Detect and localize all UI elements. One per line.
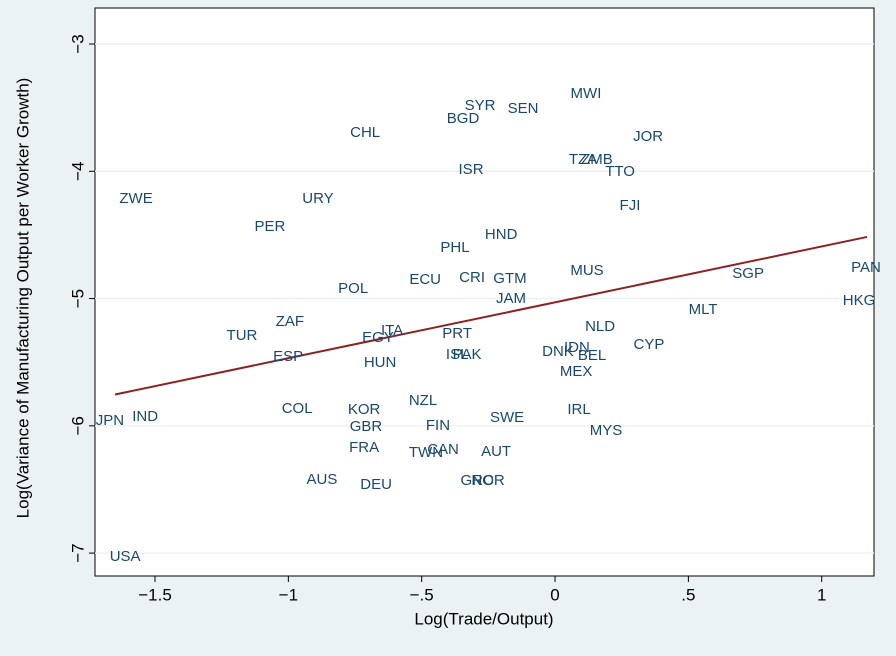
point-label: PAN (851, 259, 881, 276)
point-label: HUN (364, 354, 397, 371)
point-label: NZL (409, 392, 437, 409)
x-axis-title: Log(Trade/Output) (414, 609, 553, 628)
point-label: JPN (96, 412, 124, 429)
point-label: HKG (843, 292, 876, 309)
point-label: SYR (465, 97, 496, 114)
point-label: MYS (590, 422, 623, 439)
point-label: ISL (446, 346, 469, 363)
point-label: CRI (459, 269, 485, 286)
point-label: ZMB (581, 151, 613, 168)
point-label: FIN (426, 417, 450, 434)
point-label: ISR (459, 161, 484, 178)
point-label: MLT (689, 301, 718, 318)
y-tick-label: −5 (68, 289, 87, 308)
x-tick-label: −.5 (410, 585, 434, 604)
point-label: SWE (490, 409, 524, 426)
y-tick-label: −7 (68, 543, 87, 562)
fit-line (114, 235, 868, 396)
point-label: GBR (350, 418, 383, 435)
point-label: PRT (442, 325, 472, 342)
point-label: IRL (567, 401, 590, 418)
point-label: PHL (440, 239, 469, 256)
point-label: ZAF (276, 313, 304, 330)
point-label: GTM (493, 270, 526, 287)
point-label: TUR (227, 327, 258, 344)
x-tick-label: 1 (817, 585, 826, 604)
point-label: DNK (542, 343, 574, 360)
point-label: TWN (409, 444, 443, 461)
point-label: COL (282, 400, 313, 417)
point-label: GRC (460, 472, 494, 489)
plot-area (94, 7, 875, 577)
y-tick-label: −4 (68, 162, 87, 181)
point-label: JOR (633, 128, 663, 145)
point-label: PAK (453, 346, 482, 363)
y-axis-title: Log(Variance of Manufacturing Output per… (13, 78, 32, 519)
point-label: ECU (409, 271, 441, 288)
x-tick-label: −1 (279, 585, 298, 604)
point-label: BGD (447, 110, 480, 127)
point-label: USA (110, 548, 141, 565)
point-label: FJI (620, 197, 641, 214)
x-tick-label: −1.5 (138, 585, 172, 604)
point-label: CAN (427, 441, 459, 458)
point-label: MUS (570, 262, 603, 279)
point-label: EGY (362, 329, 394, 346)
point-label: TZA (569, 151, 597, 168)
point-label: POL (338, 280, 368, 297)
point-label: NOR (471, 472, 505, 489)
x-tick-label: .5 (681, 585, 695, 604)
point-label: ITA (381, 322, 403, 339)
y-tick-label: −6 (68, 416, 87, 435)
point-label: AUS (307, 471, 338, 488)
point-label: MWI (571, 85, 602, 102)
point-label: CHL (350, 124, 380, 141)
x-tick-label: 0 (550, 585, 559, 604)
point-label: NLD (585, 318, 615, 335)
point-label: URY (302, 190, 333, 207)
point-label: MEX (560, 363, 593, 380)
point-label: DEU (360, 476, 392, 493)
point-label: KOR (348, 401, 381, 418)
point-label: ESP (273, 348, 303, 365)
point-label: ZWE (119, 190, 152, 207)
point-label: FRA (349, 439, 379, 456)
point-label: SEN (508, 100, 539, 117)
point-label: SGP (732, 265, 764, 282)
point-label: PER (255, 218, 286, 235)
point-label: IDN (564, 339, 590, 356)
point-label: JAM (496, 290, 526, 307)
y-tick-label: −3 (68, 34, 87, 53)
point-label: AUT (481, 443, 511, 460)
point-label: IND (132, 408, 158, 425)
point-label: BEL (578, 347, 606, 364)
point-label: CYP (633, 336, 664, 353)
point-label: TTO (605, 163, 635, 180)
point-label: HND (485, 226, 518, 243)
